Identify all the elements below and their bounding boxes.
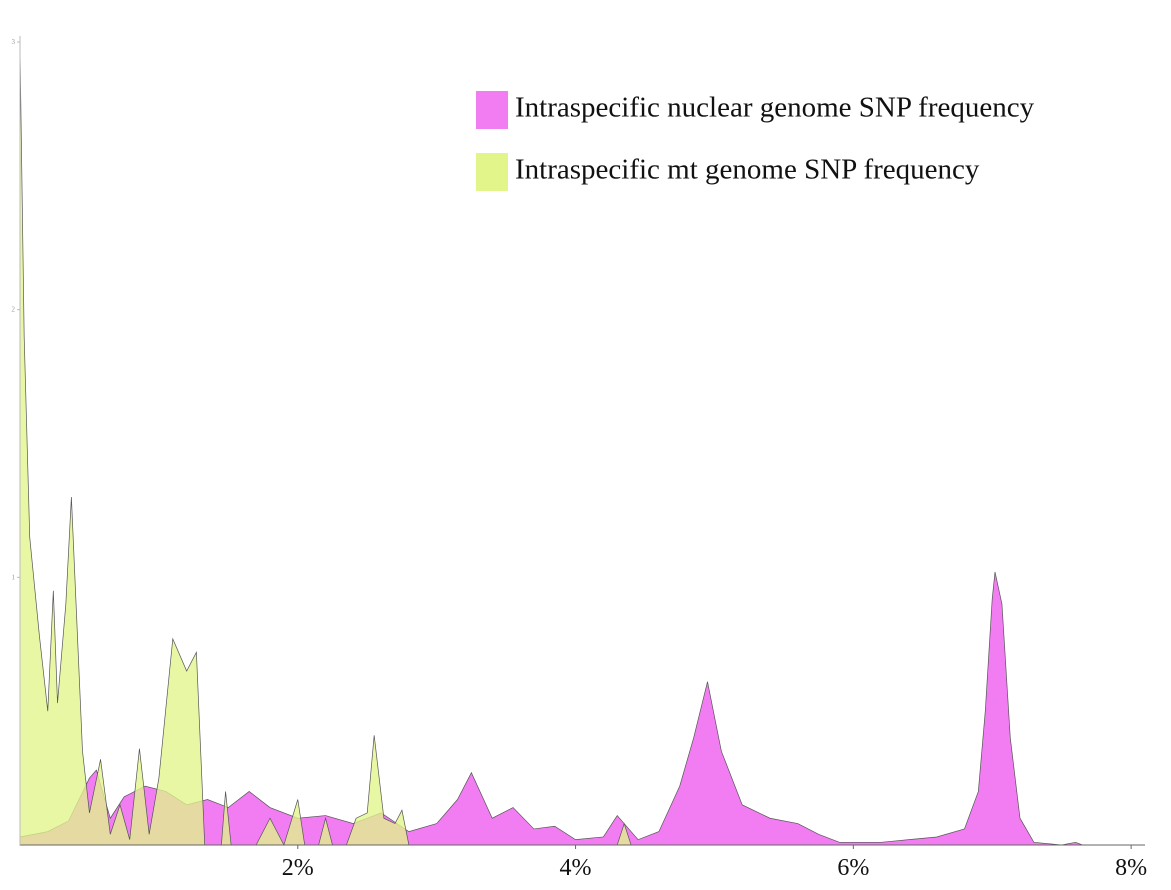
y-tick-label: 2 xyxy=(12,306,16,314)
legend-swatch xyxy=(476,91,508,129)
legend-swatch xyxy=(476,153,508,191)
legend-label: Intraspecific nuclear genome SNP frequen… xyxy=(515,92,1035,124)
x-tick-label: 4% xyxy=(560,855,592,881)
legend-label: Intraspecific mt genome SNP frequency xyxy=(515,154,980,186)
x-tick-label: 2% xyxy=(282,855,314,881)
y-tick-label: 1 xyxy=(12,573,16,581)
x-tick-label: 8% xyxy=(1115,855,1147,881)
y-tick-label: 3 xyxy=(12,38,16,46)
x-tick-label: 6% xyxy=(837,855,869,881)
